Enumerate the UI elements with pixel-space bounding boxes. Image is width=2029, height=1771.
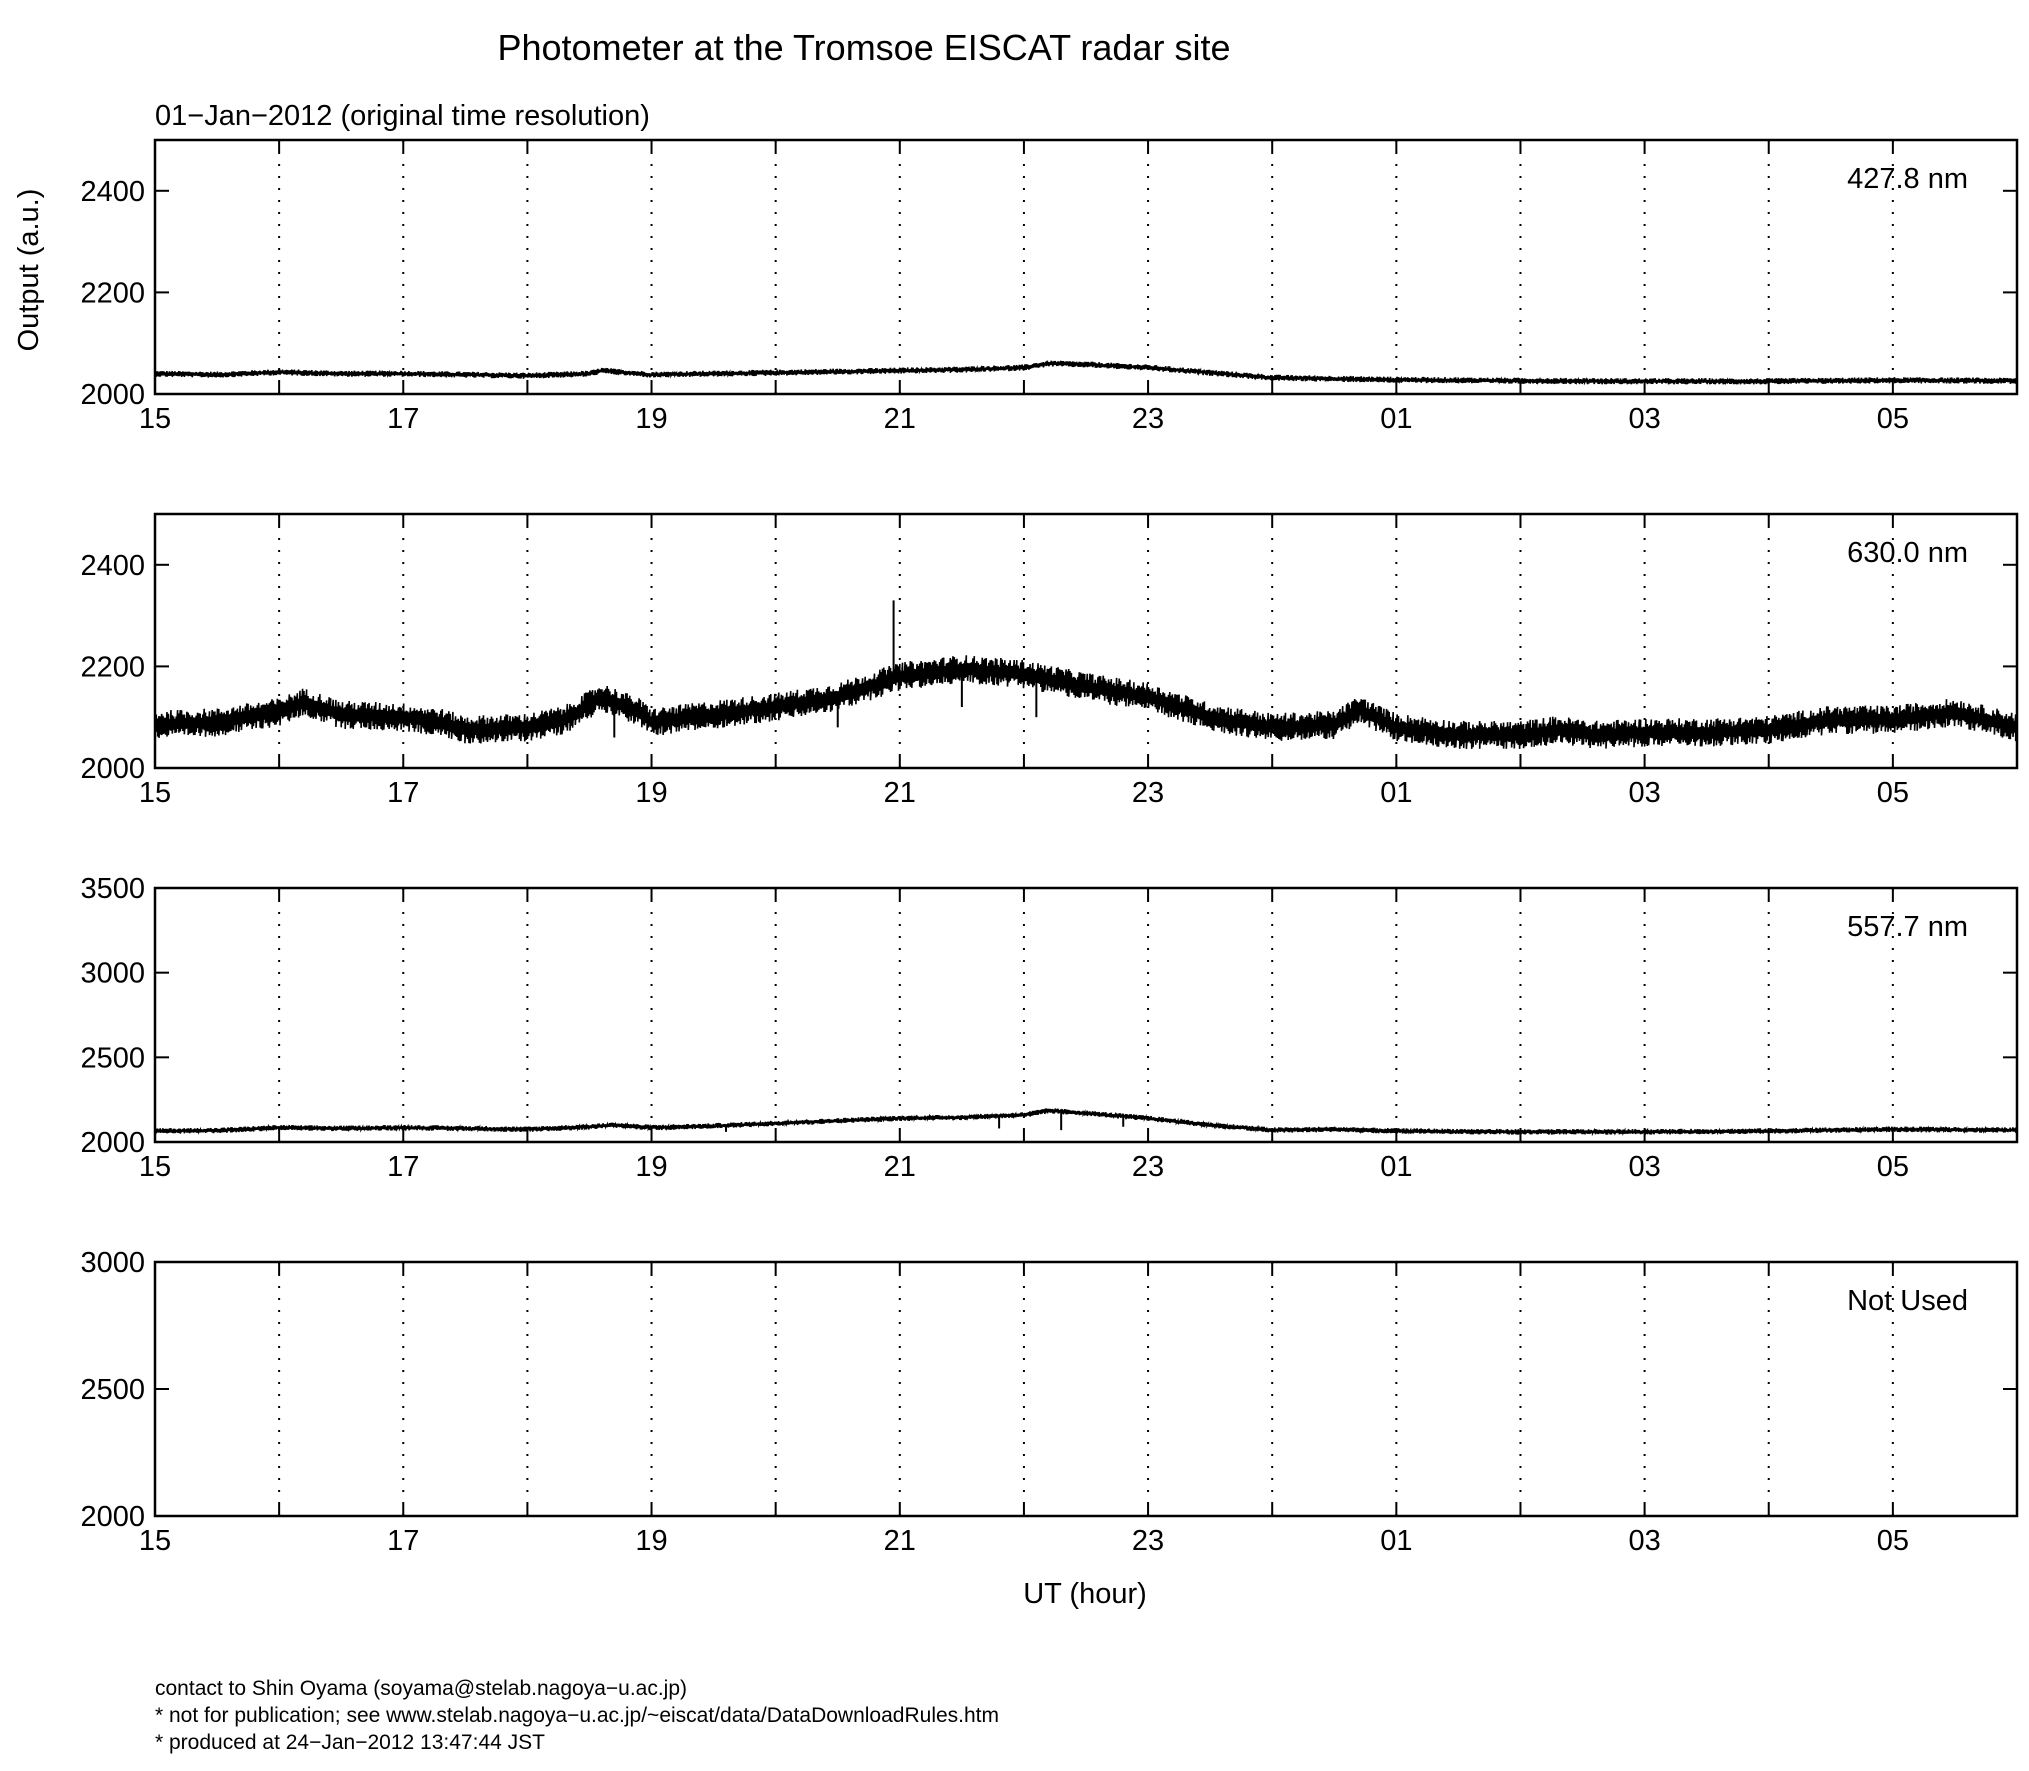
- y-tick-label: 2000: [80, 1127, 145, 1159]
- x-tick-label: 15: [139, 777, 171, 809]
- chart-subtitle: 01−Jan−2012 (original time resolution): [155, 100, 650, 132]
- x-tick-label: 23: [1132, 777, 1164, 809]
- y-tick-label: 2400: [80, 550, 145, 582]
- series-line: [154, 360, 2018, 386]
- series-line: [154, 655, 2018, 749]
- panel-frame: [153, 1260, 2019, 1518]
- x-tick-label: 03: [1628, 777, 1660, 809]
- y-tick-label: 2000: [80, 753, 145, 785]
- x-tick-label: 01: [1380, 1525, 1412, 1557]
- panels: 15 17 19 21 23 01 03 05 2000 2200 2400 427.8 nm 15 17…: [80, 138, 2019, 1557]
- x-tick-label: 17: [387, 1151, 419, 1183]
- x-tick-label: 23: [1132, 1525, 1164, 1557]
- x-tick-label: 17: [387, 1525, 419, 1557]
- panel-label: 557.7 nm: [1847, 911, 1968, 943]
- panel-1: 15 17 19 21 23 01 03 05 2000 2200 2400 427.8 nm: [80, 138, 2019, 435]
- x-tick-label: 19: [635, 1525, 667, 1557]
- y-tick-label: 2200: [80, 651, 145, 683]
- footer-contact: contact to Shin Oyama (soyama@stelab.nag…: [155, 1677, 688, 1700]
- x-tick-label: 03: [1628, 403, 1660, 435]
- y-tick-label: 3500: [80, 873, 145, 905]
- y-tick-label: 2000: [80, 379, 145, 411]
- x-tick-label: 21: [884, 403, 916, 435]
- x-tick-label: 05: [1877, 1525, 1909, 1557]
- footer-publication-note: * not for publication; see www.stelab.na…: [155, 1704, 999, 1727]
- y-tick-label: 2500: [80, 1374, 145, 1406]
- panel-frame: [153, 138, 2019, 396]
- x-tick-label: 19: [635, 777, 667, 809]
- y-axis-label: Output (a.u.): [13, 189, 45, 352]
- y-tick-label: 2500: [80, 1042, 145, 1074]
- panel-4: 15 17 19 21 23 01 03 05 2000 2500 3000 Not Used: [80, 1247, 2019, 1557]
- x-tick-label: 01: [1380, 777, 1412, 809]
- x-tick-label: 05: [1877, 403, 1909, 435]
- y-tick-label: 2000: [80, 1501, 145, 1533]
- panel-label: Not Used: [1847, 1285, 1968, 1317]
- x-tick-label: 21: [884, 1525, 916, 1557]
- y-tick-label: 3000: [80, 958, 145, 990]
- panel-label: 427.8 nm: [1847, 163, 1968, 195]
- x-tick-label: 15: [139, 1151, 171, 1183]
- x-tick-label: 19: [635, 1151, 667, 1183]
- panel-2: 15 17 19 21 23 01 03 05 2000 2200 2400 630.0 nm: [80, 512, 2019, 809]
- x-tick-label: 23: [1132, 403, 1164, 435]
- x-tick-label: 17: [387, 777, 419, 809]
- x-tick-label: 21: [884, 777, 916, 809]
- x-tick-label: 19: [635, 403, 667, 435]
- panel-3: 15 17 19 21 23 01 03 05 2000 2500 3000 3500 557.7 nm: [80, 873, 2019, 1183]
- x-tick-label: 05: [1877, 1151, 1909, 1183]
- panel-frame: [153, 886, 2019, 1144]
- x-tick-label: 15: [139, 1525, 171, 1557]
- series-line: [154, 1108, 2018, 1137]
- y-tick-label: 2400: [80, 176, 145, 208]
- x-tick-label: 17: [387, 403, 419, 435]
- x-tick-label: 03: [1628, 1525, 1660, 1557]
- panel-label: 630.0 nm: [1847, 537, 1968, 569]
- x-tick-label: 05: [1877, 777, 1909, 809]
- y-tick-label: 3000: [80, 1247, 145, 1279]
- footer-notes: contact to Shin Oyama (soyama@stelab.nag…: [155, 1675, 999, 1756]
- x-axis-label: UT (hour): [1023, 1578, 1147, 1610]
- y-tick-label: 2200: [80, 277, 145, 309]
- x-tick-label: 01: [1380, 1151, 1412, 1183]
- chart-title: Photometer at the Tromsoe EISCAT radar s…: [498, 27, 1231, 68]
- footer-produced-at: * produced at 24−Jan−2012 13:47:44 JST: [155, 1731, 545, 1754]
- x-tick-label: 21: [884, 1151, 916, 1183]
- x-tick-label: 03: [1628, 1151, 1660, 1183]
- x-tick-label: 23: [1132, 1151, 1164, 1183]
- panel-frame: [153, 512, 2019, 770]
- x-tick-label: 01: [1380, 403, 1412, 435]
- x-tick-label: 15: [139, 403, 171, 435]
